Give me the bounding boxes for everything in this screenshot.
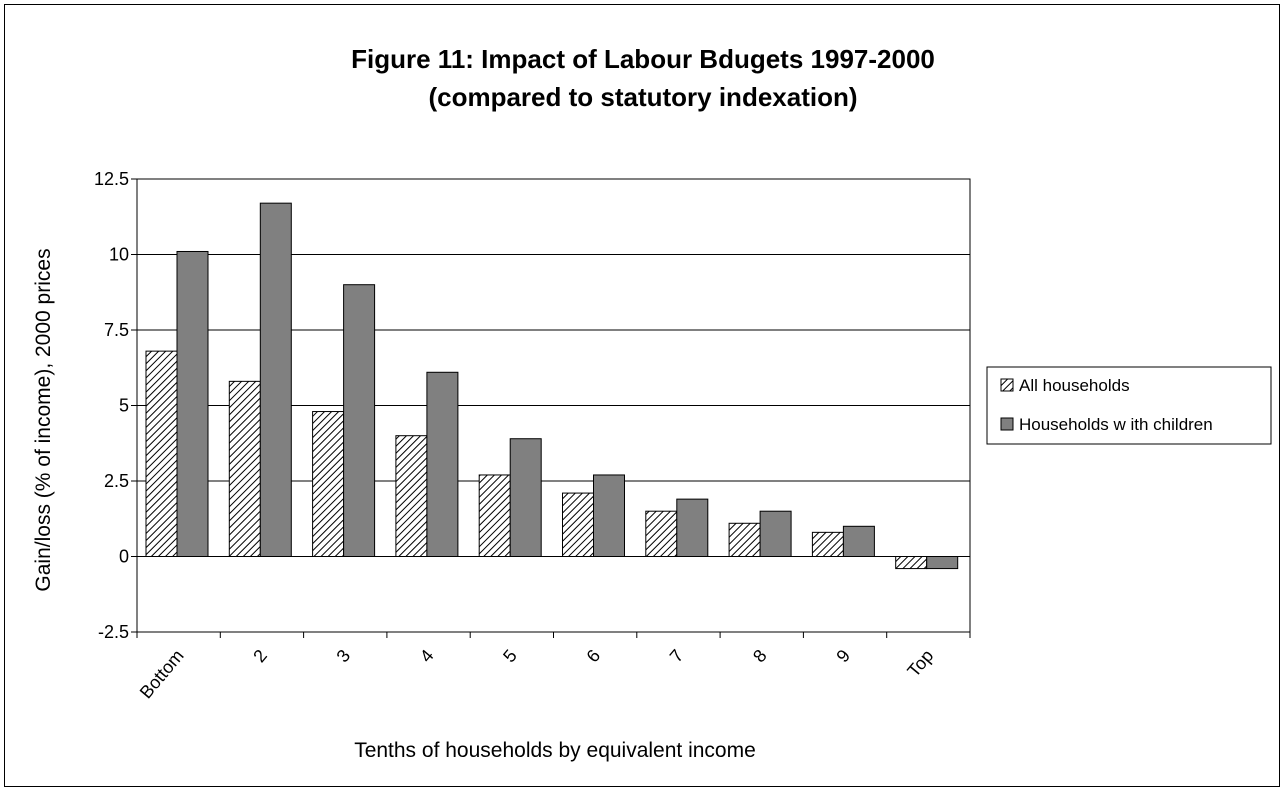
bar-households-with-children: [176, 250, 209, 557]
y-tick-label: 5: [119, 396, 129, 416]
x-tick-label: 7: [666, 646, 688, 667]
y-tick-label: 12.5: [94, 169, 129, 189]
chart-title-line-1: Figure 11: Impact of Labour Bdugets 1997…: [351, 44, 935, 74]
bar-households-with-children: [426, 371, 459, 557]
y-tick-label: 2.5: [104, 471, 129, 491]
bar-all-households: [728, 522, 761, 558]
bar-all-households: [562, 492, 594, 557]
bar-households-with-children: [842, 525, 875, 557]
x-tick-label: Bottom: [136, 646, 188, 703]
legend-label: Households w ith children: [1019, 415, 1213, 434]
bar-all-households: [312, 411, 345, 558]
x-tick-label: 8: [749, 646, 771, 667]
bar-households-with-children: [926, 556, 959, 570]
bar-households-with-children: [593, 474, 625, 557]
bar-all-households: [895, 556, 928, 570]
x-tick-label: 3: [333, 646, 355, 667]
bar-all-households: [811, 531, 844, 558]
chart-legend: All households Households w ith children: [986, 366, 1272, 445]
legend-swatch: [1000, 417, 1014, 431]
y-axis-title: Gain/loss (% of income), 2000 prices: [32, 248, 55, 591]
x-tick-label: 4: [416, 646, 438, 667]
legend-swatch: [1000, 378, 1014, 392]
bar-all-households: [395, 435, 428, 558]
y-tick-label: 7.5: [104, 320, 129, 340]
bar-all-households: [145, 350, 178, 558]
bar-all-households: [478, 474, 511, 557]
x-tick-label: 5: [499, 646, 521, 667]
x-axis-title: Tenths of households by equivalent incom…: [354, 739, 756, 762]
bar-all-households: [645, 510, 678, 558]
legend-label: All households: [1019, 376, 1130, 395]
chart-title: Figure 11: Impact of Labour Bdugets 1997…: [0, 40, 1286, 116]
bar-households-with-children: [509, 438, 542, 557]
y-tick-label: -2.5: [98, 622, 129, 642]
y-tick-label: 0: [119, 547, 129, 567]
x-tick-label: 9: [832, 646, 854, 667]
x-tick-label: 6: [582, 646, 604, 667]
x-tick-label: Top: [903, 646, 937, 681]
bar-households-with-children: [343, 284, 376, 557]
y-tick-label: 10: [109, 245, 129, 265]
bar-households-with-children: [759, 510, 792, 558]
bar-households-with-children: [259, 202, 292, 557]
chart-title-line-2: (compared to statutory indexation): [428, 82, 858, 112]
x-tick-label: 2: [249, 646, 271, 667]
bar-all-households: [228, 380, 261, 557]
legend-box: [986, 366, 1272, 445]
bar-households-with-children: [676, 498, 709, 557]
